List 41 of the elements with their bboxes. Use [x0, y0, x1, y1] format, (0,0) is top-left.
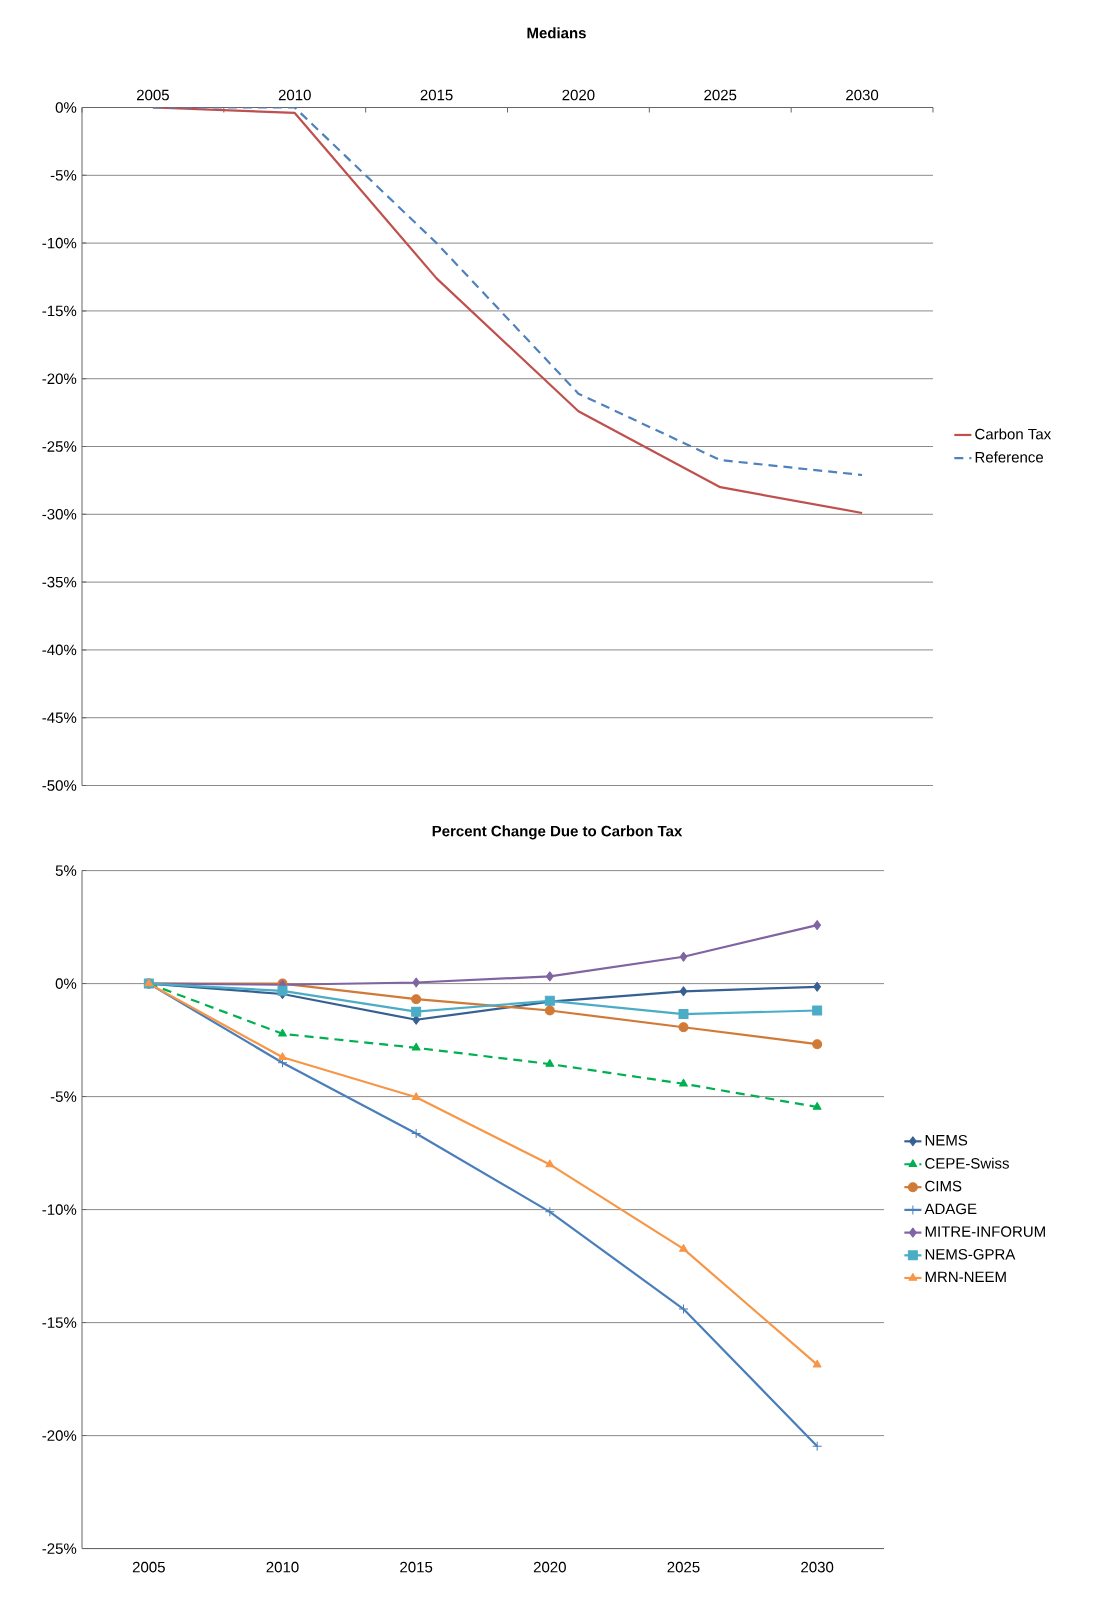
legend-label: Reference [975, 451, 1044, 463]
y-tick-label: -40% [42, 644, 77, 656]
y-tick-label: 0% [55, 102, 77, 113]
legend-label: ADAGE [924, 1203, 977, 1215]
y-tick-label: -10% [42, 237, 77, 249]
y-tick-label: -20% [42, 1430, 77, 1441]
chart-title: Percent Change Due to Carbon Tax [432, 825, 683, 840]
x-tick-label: 2005 [132, 1561, 165, 1573]
legend-label: MRN-NEEM [925, 1271, 1006, 1283]
x-tick-label: 2005 [136, 89, 169, 101]
y-tick-label: -30% [42, 509, 77, 520]
legend-label: CIMS [925, 1180, 962, 1192]
chart-title: Medians [527, 27, 586, 39]
x-tick-label: 2030 [801, 1561, 834, 1573]
legend-label: CEPE-Swiss [925, 1157, 1009, 1169]
x-tick-label: 2015 [420, 89, 453, 101]
x-tick-label: 2015 [400, 1561, 433, 1573]
y-tick-label: -45% [42, 712, 77, 723]
legend-label: Carbon Tax [975, 428, 1052, 440]
y-tick-label: 0% [55, 978, 77, 989]
y-tick-label: 5% [55, 865, 77, 876]
x-tick-label: 2025 [704, 89, 737, 101]
x-tick-label: 2010 [278, 89, 311, 101]
y-tick-label: -50% [42, 780, 77, 791]
y-tick-label: -35% [42, 576, 77, 588]
x-tick-label: 2025 [667, 1561, 700, 1573]
x-tick-label: 2010 [266, 1561, 299, 1573]
y-tick-label: -15% [42, 1317, 77, 1328]
y-tick-label: -5% [50, 1091, 77, 1102]
legend-label: NEMS [925, 1134, 968, 1146]
y-tick-label: -20% [42, 373, 77, 385]
x-tick-label: 2020 [562, 89, 595, 101]
y-tick-label: -15% [42, 305, 77, 317]
legend-label: NEMS-GPRA [925, 1248, 1016, 1260]
x-tick-label: 2030 [846, 89, 879, 101]
y-tick-label: -25% [42, 441, 77, 452]
x-tick-label: 2020 [533, 1561, 566, 1573]
y-tick-label: -10% [42, 1204, 77, 1215]
legend-label: MITRE-INFORUM [925, 1226, 1045, 1237]
y-tick-label: -25% [42, 1543, 77, 1554]
y-tick-label: -5% [50, 170, 77, 181]
